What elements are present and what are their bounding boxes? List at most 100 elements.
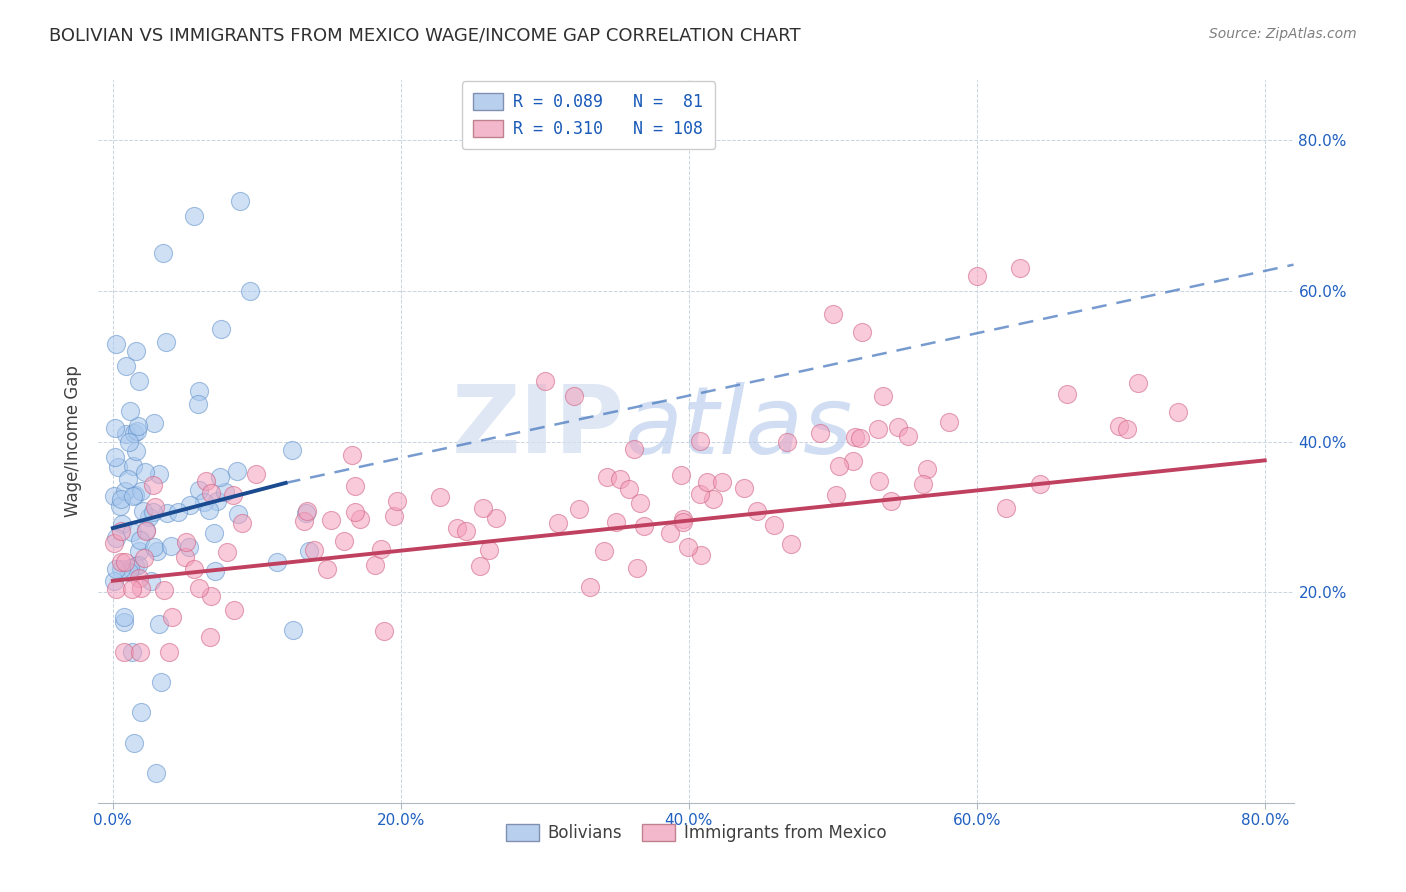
Point	[104, 531, 127, 545]
Point	[851, 326, 873, 340]
Point	[471, 500, 494, 515]
Point	[966, 268, 988, 283]
Point	[226, 464, 249, 478]
Point	[292, 515, 315, 529]
Point	[672, 512, 695, 526]
Point	[429, 491, 451, 505]
Point	[628, 496, 651, 510]
Point	[702, 491, 724, 506]
Point	[145, 765, 167, 780]
Point	[193, 494, 215, 508]
Point	[333, 534, 356, 549]
Point	[911, 477, 934, 491]
Point	[104, 336, 127, 351]
Point	[132, 550, 155, 565]
Point	[146, 544, 169, 558]
Point	[148, 467, 170, 482]
Point	[138, 509, 160, 524]
Point	[128, 571, 150, 585]
Point	[747, 504, 769, 518]
Point	[994, 500, 1017, 515]
Point	[821, 307, 844, 321]
Point	[266, 555, 288, 569]
Point	[658, 526, 681, 541]
Point	[127, 424, 149, 438]
Point	[124, 344, 146, 359]
Point	[111, 517, 134, 532]
Point	[1056, 387, 1078, 401]
Point	[145, 500, 167, 515]
Point	[179, 541, 201, 555]
Point	[562, 389, 585, 403]
Point	[593, 544, 616, 558]
Point	[103, 535, 125, 549]
Point	[304, 542, 326, 557]
Point	[217, 545, 239, 559]
Point	[938, 415, 960, 429]
Point	[122, 425, 145, 440]
Text: atlas: atlas	[624, 382, 852, 473]
Point	[239, 284, 262, 298]
Point	[152, 246, 174, 260]
Point	[605, 515, 627, 529]
Point	[880, 493, 903, 508]
Point	[142, 477, 165, 491]
Point	[134, 524, 156, 539]
Point	[470, 559, 492, 574]
Point	[689, 487, 711, 501]
Point	[711, 475, 734, 489]
Point	[478, 543, 501, 558]
Point	[121, 524, 143, 539]
Point	[696, 475, 718, 490]
Point	[824, 488, 846, 502]
Point	[222, 603, 245, 617]
Point	[887, 420, 910, 434]
Point	[446, 521, 468, 535]
Point	[342, 449, 364, 463]
Point	[115, 426, 138, 441]
Point	[690, 548, 713, 562]
Point	[127, 419, 149, 434]
Point	[134, 465, 156, 479]
Point	[188, 384, 211, 399]
Point	[110, 524, 132, 538]
Point	[118, 560, 141, 574]
Point	[295, 504, 318, 518]
Point	[135, 523, 157, 537]
Point	[689, 434, 711, 449]
Point	[828, 458, 851, 473]
Point	[132, 504, 155, 518]
Legend: Bolivians, Immigrants from Mexico: Bolivians, Immigrants from Mexico	[499, 817, 893, 848]
Point	[209, 321, 232, 335]
Point	[231, 516, 253, 531]
Point	[131, 484, 153, 499]
Point	[121, 489, 143, 503]
Point	[129, 645, 152, 659]
Point	[105, 561, 128, 575]
Point	[568, 501, 591, 516]
Point	[121, 458, 143, 473]
Text: Source: ZipAtlas.com: Source: ZipAtlas.com	[1209, 27, 1357, 41]
Point	[842, 453, 865, 467]
Point	[114, 610, 136, 624]
Point	[155, 335, 177, 350]
Point	[117, 472, 139, 486]
Point	[179, 498, 201, 512]
Point	[110, 555, 132, 569]
Point	[844, 430, 866, 444]
Point	[127, 558, 149, 573]
Point	[153, 582, 176, 597]
Point	[204, 564, 226, 578]
Point	[208, 470, 231, 484]
Point	[384, 508, 406, 523]
Point	[198, 630, 221, 644]
Point	[103, 489, 125, 503]
Point	[385, 493, 408, 508]
Point	[868, 474, 890, 488]
Point	[623, 442, 645, 457]
Point	[142, 540, 165, 554]
Point	[915, 462, 938, 476]
Point	[150, 675, 173, 690]
Point	[547, 516, 569, 530]
Point	[124, 488, 146, 502]
